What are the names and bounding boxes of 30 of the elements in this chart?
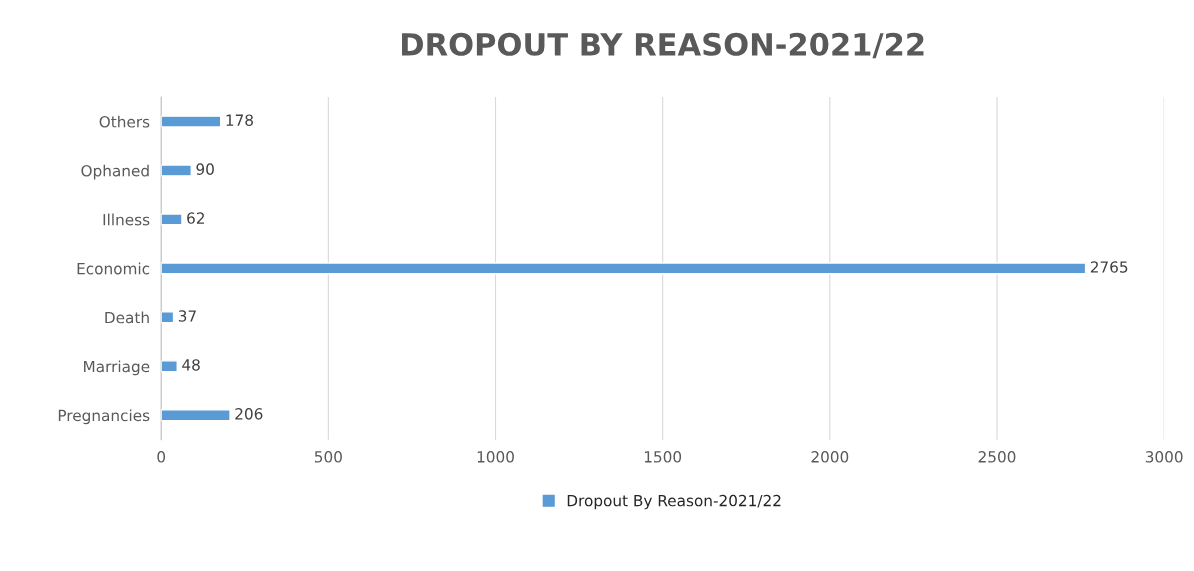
x-tick-label: 2000: [811, 451, 849, 463]
x-tick-label: 3000: [1145, 451, 1183, 463]
bar: [161, 311, 175, 324]
x-tick-label: 1500: [644, 451, 682, 463]
y-tick-label: Economic: [77, 262, 150, 275]
bar: [161, 262, 1087, 275]
bar: [161, 360, 178, 373]
x-tick-label: 500: [314, 451, 342, 463]
data-label: 90: [196, 163, 214, 175]
bar: [161, 213, 183, 226]
bar: [161, 164, 192, 177]
y-tick-label: Illness: [103, 213, 150, 226]
data-label: 178: [226, 114, 253, 126]
data-label: 206: [235, 408, 263, 420]
y-tick-label: Pregnancies: [58, 409, 150, 425]
bar: [161, 115, 222, 128]
chart-title: DROPOUT BY REASON-2021/22: [402, 32, 924, 59]
bar: [161, 409, 231, 422]
data-label: 37: [178, 310, 196, 322]
x-tick-label: 2500: [978, 451, 1016, 463]
y-tick-label: Marriage: [84, 360, 150, 376]
legend-label: Dropout By Reason-2021/22: [567, 494, 781, 510]
x-tick-label: 1000: [477, 451, 514, 463]
data-label: 48: [182, 359, 200, 371]
data-label: 2765: [1090, 261, 1128, 273]
data-label: 62: [187, 212, 204, 224]
x-tick-label: 0: [157, 451, 166, 463]
y-tick-label: Ophaned: [81, 164, 149, 180]
y-tick-label: Death: [105, 311, 149, 324]
y-tick-label: Others: [99, 115, 150, 128]
